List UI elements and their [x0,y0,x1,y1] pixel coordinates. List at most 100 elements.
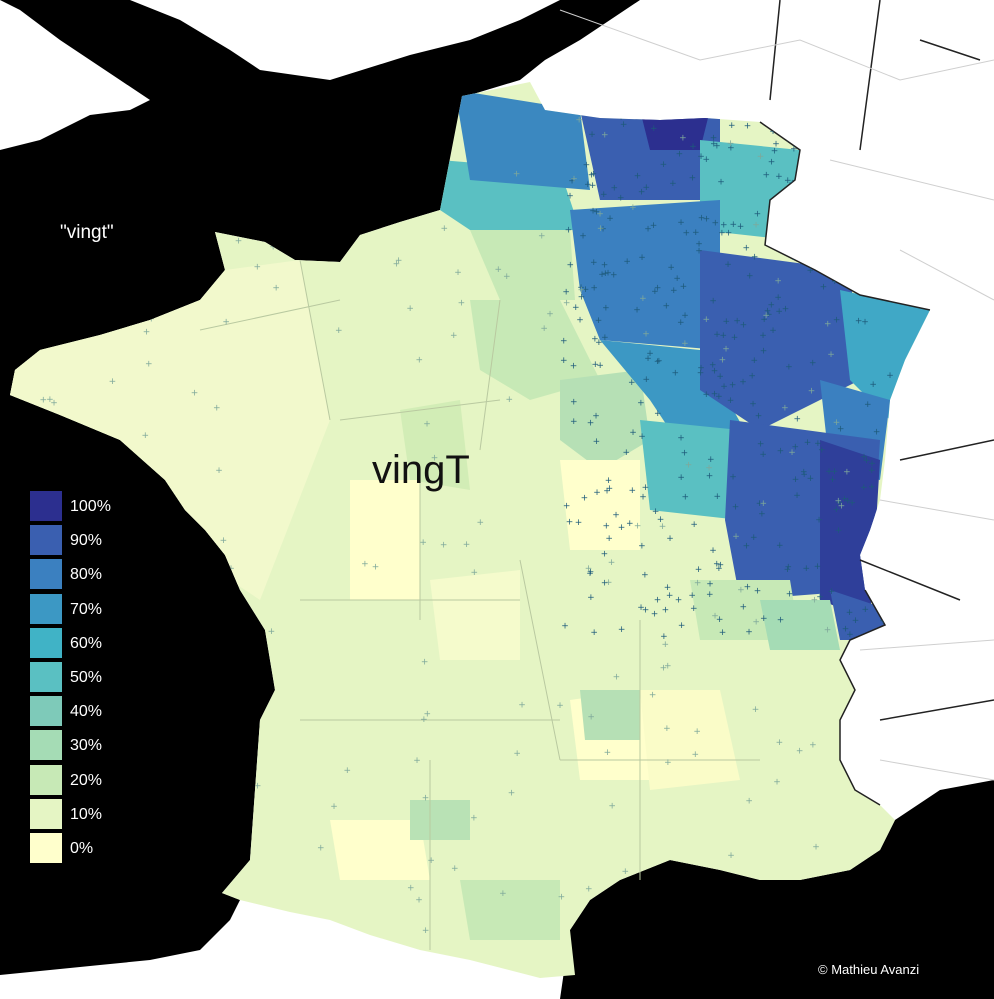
survey-point-marker: + [584,180,592,190]
survey-point-marker: + [719,628,727,638]
legend-label: 90% [70,532,103,550]
survey-point-marker: + [739,378,747,388]
region-limousin [430,570,520,660]
survey-point-marker: + [440,541,448,551]
survey-point-marker: + [638,542,646,552]
survey-point-marker: + [771,147,779,157]
survey-point-marker: + [842,625,850,635]
survey-point-marker: + [585,564,593,574]
survey-point-marker: + [765,310,773,320]
survey-point-marker: + [746,271,754,281]
survey-point-marker: + [654,595,662,605]
survey-point-marker: + [682,493,690,503]
survey-point-marker: + [754,209,762,219]
survey-point-marker: + [760,499,768,509]
survey-point-marker: + [680,282,688,292]
survey-point-marker: + [887,422,895,432]
survey-point-marker: + [227,564,235,574]
survey-point-marker: + [893,96,901,106]
region-alsace [840,290,930,420]
survey-point-marker: + [831,467,839,477]
survey-point-marker: + [864,400,872,410]
survey-point-marker: + [843,468,851,478]
survey-point-marker: + [618,625,626,635]
survey-point-marker: + [626,519,634,529]
survey-point-marker: + [560,356,568,366]
survey-point-marker: + [774,277,782,287]
survey-point-marker: + [651,610,659,620]
survey-point-marker: + [848,499,856,509]
survey-point-marker: + [454,268,462,278]
survey-point-marker: + [427,856,435,866]
survey-point-marker: + [566,518,574,528]
survey-point-marker: + [666,534,674,544]
legend-swatch [30,832,62,863]
survey-point-marker: + [597,224,605,234]
survey-point-marker: + [773,778,781,788]
survey-point-marker: + [825,467,833,477]
survey-point-marker: + [725,228,733,238]
survey-point-marker: + [681,311,689,321]
survey-point-marker: + [617,95,625,105]
survey-point-marker: + [833,505,841,515]
survey-point-marker: + [849,109,857,119]
survey-point-marker: + [667,263,675,273]
survey-point-marker: + [145,360,153,370]
survey-point-marker: + [601,579,609,589]
survey-point-marker: + [629,203,637,213]
survey-point-marker: + [508,789,516,799]
survey-point-marker: + [714,492,722,502]
channel-sea [0,0,640,975]
survey-point-marker: + [790,145,798,155]
survey-point-marker: + [395,256,403,266]
survey-point-marker: + [669,179,677,189]
survey-point-marker: + [575,116,583,126]
survey-point-marker: + [601,549,609,559]
survey-point-marker: + [419,538,427,548]
survey-point-marker: + [729,473,737,483]
survey-point-marker: + [407,883,415,893]
survey-point-marker: + [570,397,578,407]
survey-point-marker: + [575,518,583,528]
region-paris [470,300,600,400]
survey-point-marker: + [818,446,826,456]
survey-point-marker: + [764,307,772,317]
survey-point-marker: + [768,301,776,311]
survey-point-marker: + [827,244,835,254]
survey-point-marker: + [862,279,870,289]
survey-point-marker: + [633,306,641,316]
survey-point-marker: + [109,377,117,387]
legend-label: 60% [70,634,103,652]
survey-point-marker: + [868,459,876,469]
survey-point-marker: + [812,842,820,852]
survey-point-marker: + [760,346,768,356]
survey-point-marker: + [758,509,766,519]
neighbor-roads [559,9,994,781]
survey-point-marker: + [692,750,700,760]
survey-point-marker: + [800,468,808,478]
survey-point-marker: + [769,326,777,336]
survey-point-marker: + [657,515,665,525]
survey-point-marker: + [690,520,698,530]
survey-point-marker: + [601,131,609,141]
survey-point-marker: + [831,277,839,287]
survey-point-marker: + [829,167,837,177]
survey-point-marker: + [406,304,414,314]
survey-point-marker: + [749,106,757,116]
survey-point-marker: + [897,155,905,165]
survey-point-marker: + [803,564,811,574]
country-borders [759,0,994,806]
survey-point-marker: + [570,417,578,427]
survey-point-marker: + [694,578,702,588]
survey-point-marker: + [727,139,735,149]
survey-point-marker: + [677,473,685,483]
survey-point-marker: + [606,100,614,110]
survey-point-marker: + [662,605,670,615]
survey-point-marker: + [717,178,725,188]
survey-point-marker: + [50,399,58,409]
survey-point-marker: + [840,126,848,136]
survey-point-marker: + [815,516,823,526]
mediterranean-sea [560,780,994,999]
survey-point-marker: + [833,316,841,326]
